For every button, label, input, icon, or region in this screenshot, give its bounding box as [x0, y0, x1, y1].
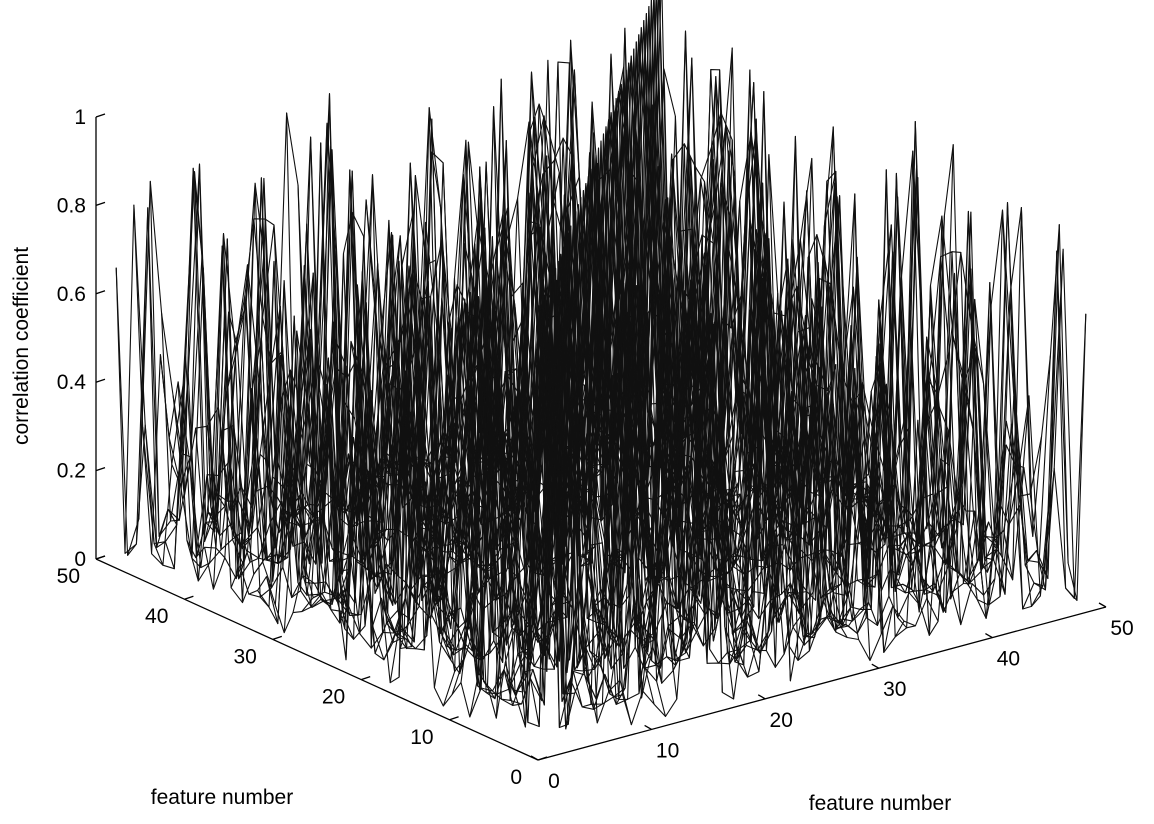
y-tick-mark: [757, 694, 766, 700]
mesh-column-line: [127, 280, 553, 728]
y-tick-label: 20: [770, 709, 793, 732]
y-tick-mark: [1098, 602, 1107, 608]
z-tick-mark: [95, 466, 106, 472]
y-tick-mark: [530, 755, 539, 761]
z-tick-label: 0.8: [57, 194, 86, 217]
mesh-column-line: [183, 167, 610, 708]
y-tick-label: 10: [656, 739, 679, 762]
z-axis-label: correlation coefficient: [10, 247, 33, 445]
z-tick-label: 0: [74, 548, 86, 571]
x-tick-label: 0: [510, 766, 522, 789]
y-axis-label: feature number: [809, 792, 951, 815]
x-tick-label: 50: [57, 565, 80, 588]
x-axis-line: [95, 558, 539, 761]
y-tick-mark: [985, 633, 993, 639]
x-tick-label: 10: [410, 726, 433, 749]
y-tick-mark: [644, 724, 652, 730]
x-tick-mark: [537, 756, 548, 761]
surface-mesh: [115, 0, 1087, 730]
x-tick-label: 30: [233, 645, 256, 668]
mesh-column-line: [115, 204, 542, 719]
z-tick-label: 1: [74, 106, 86, 129]
z-tick-label: 0.6: [57, 283, 86, 306]
z-tick-mark: [95, 290, 106, 295]
y-tick-mark: [871, 663, 880, 669]
mesh-row-line: [531, 293, 1078, 730]
x-tick-mark: [360, 675, 371, 681]
x-tick-mark: [95, 555, 106, 560]
z-tick-mark: [95, 378, 106, 383]
mesh-row-line: [539, 248, 1087, 726]
x-axis-label: feature number: [151, 786, 293, 809]
x-tick-mark: [272, 635, 283, 641]
z-tick-label: 0.2: [57, 460, 86, 483]
mesh-row-line: [478, 257, 1025, 706]
mesh-column-line: [206, 253, 632, 725]
y-tick-label: 30: [883, 678, 906, 701]
mesh-row-line: [504, 249, 1051, 728]
z-tick-mark: [95, 201, 106, 207]
y-tick-label: 50: [1110, 617, 1133, 640]
axes: [95, 117, 1107, 761]
x-tick-label: 40: [145, 605, 168, 628]
y-tick-label: 0: [548, 770, 560, 793]
y-axis-line: [537, 606, 1107, 761]
x-tick-mark: [449, 716, 459, 721]
x-tick-mark: [184, 595, 194, 600]
z-tick-mark: [95, 113, 106, 118]
mesh-row-line: [522, 250, 1069, 725]
tick-marks: [95, 113, 1107, 761]
mesh-row-line: [513, 209, 1060, 729]
y-tick-label: 40: [997, 648, 1020, 671]
z-tick-label: 0.4: [57, 371, 87, 394]
x-tick-label: 20: [322, 686, 345, 709]
